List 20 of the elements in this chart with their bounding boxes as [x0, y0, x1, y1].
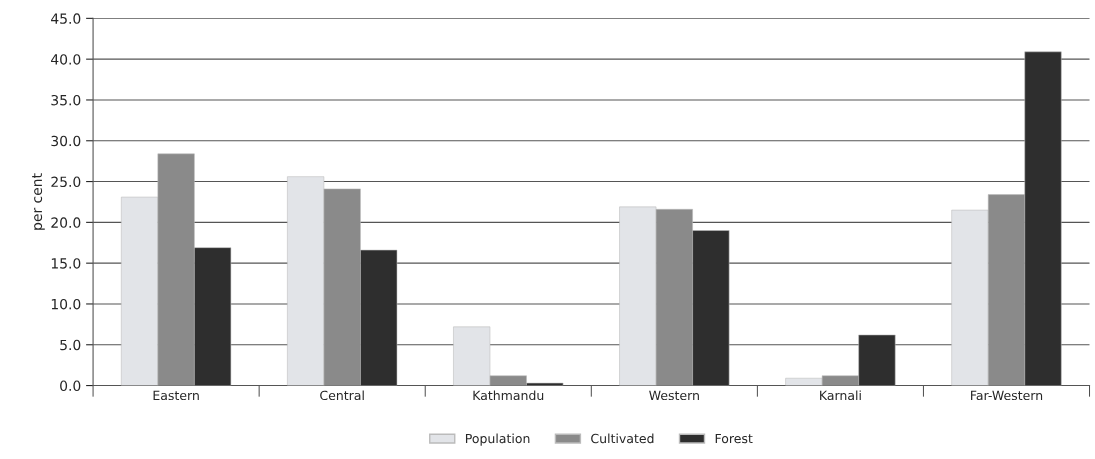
x-tick-label: Central — [320, 390, 364, 401]
y-axis-title: per cent — [32, 173, 45, 230]
y-tick-label: 45.0 — [51, 13, 81, 24]
y-tick-label: 35.0 — [51, 94, 81, 106]
y-tick-label: 40.0 — [51, 54, 81, 65]
x-tick-label: Eastern — [153, 390, 199, 401]
y-tick-label: 20.0 — [51, 217, 81, 228]
y-tick-label: 10.0 — [51, 298, 81, 310]
y-tick-label: 25.0 — [51, 176, 81, 188]
y-tick-label: 5.0 — [60, 339, 81, 351]
legend-label: Forest — [715, 433, 753, 444]
y-tick-label: 0.0 — [60, 380, 81, 392]
x-tick-label: Karnali — [820, 390, 861, 401]
x-tick-label: Far-Western — [971, 390, 1043, 401]
legend-label: Cultivated — [591, 433, 654, 444]
x-tick-label: Kathmandu — [473, 390, 544, 401]
legend-label: Population — [465, 433, 530, 446]
x-tick-label: Western — [649, 390, 699, 401]
y-tick-label: 15.0 — [51, 258, 81, 269]
y-tick-label: 30.0 — [51, 135, 81, 147]
